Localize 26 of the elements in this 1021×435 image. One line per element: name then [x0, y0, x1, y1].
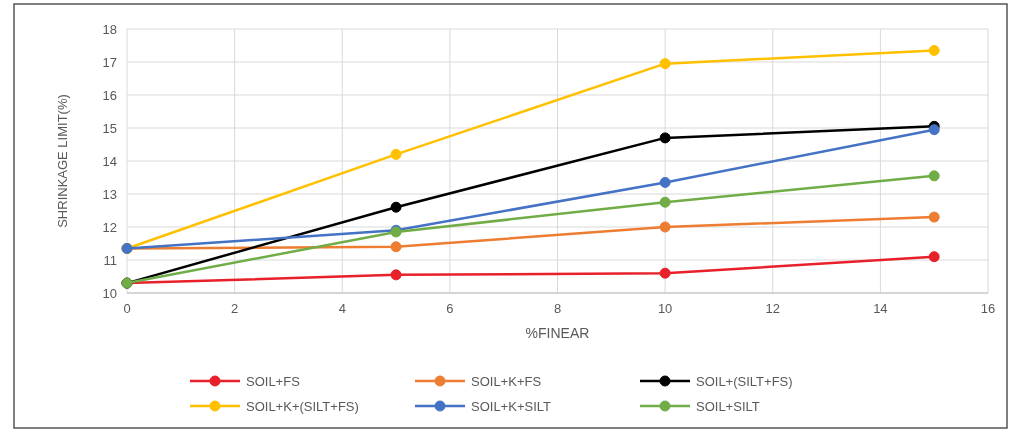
y-tick-label: 18	[102, 21, 117, 37]
y-tick-label: 13	[102, 186, 117, 202]
y-axis-title: SHRINKAGE LIMIT(%)	[55, 94, 70, 228]
legend-label: SOIL+K+(SILT+FS)	[246, 398, 359, 414]
legend-label: SOIL+K+SILT	[471, 398, 552, 414]
x-tick-label: 14	[873, 301, 888, 316]
x-tick-label: 2	[231, 301, 239, 316]
x-tick-label: 6	[446, 301, 454, 316]
x-tick-label: 16	[980, 301, 996, 316]
y-tick-label: 14	[102, 153, 117, 169]
legend-label: SOIL+FS	[246, 373, 301, 389]
legend-label: SOIL+K+FS	[471, 373, 542, 389]
x-axis-title: %FINEAR	[525, 325, 590, 341]
y-tick-label: 11	[103, 252, 117, 268]
y-tick-label: 17	[102, 54, 117, 70]
y-tick-label: 16	[102, 87, 117, 103]
y-tick-label: 10	[102, 285, 117, 301]
legend-label: SOIL+SILT	[696, 398, 760, 414]
x-tick-label: 4	[338, 301, 346, 316]
y-tick-label: 15	[102, 120, 117, 136]
x-tick-label: 12	[765, 301, 780, 316]
y-tick-label: 12	[102, 219, 117, 235]
x-tick-label: 10	[657, 301, 673, 316]
x-tick-label: 0	[123, 301, 131, 316]
legend-label: SOIL+(SILT+FS)	[696, 373, 793, 389]
x-tick-label: 8	[553, 301, 562, 316]
